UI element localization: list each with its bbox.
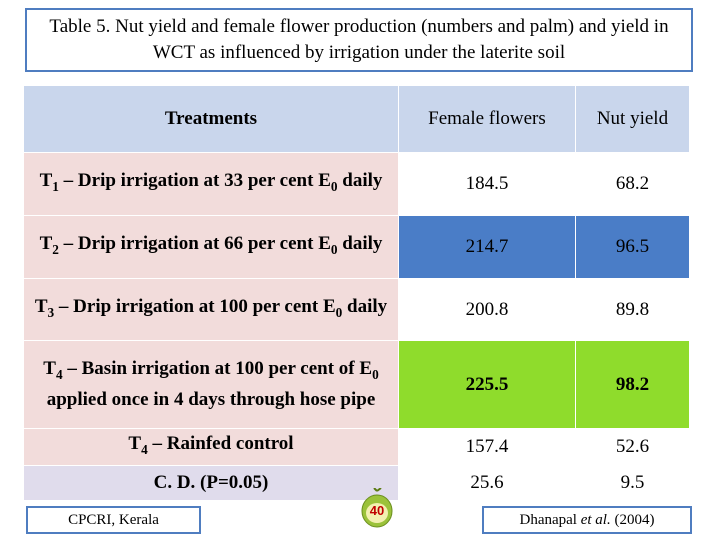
text-part: daily <box>342 295 388 317</box>
text-part: – Drip irrigation at 33 per cent E <box>58 170 331 192</box>
subscript: 0 <box>330 178 338 194</box>
table-row: T3 – Drip irrigation at 100 per cent E0 … <box>23 278 691 341</box>
subscript: 0 <box>335 304 343 320</box>
subscript: 4 <box>141 441 148 457</box>
value-cell: 89.8 <box>574 278 691 341</box>
text-part: T <box>34 295 48 317</box>
page-number: 40 <box>369 503 385 518</box>
value-cell: 225.5 <box>398 340 576 429</box>
table-row: T1 – Drip irrigation at 33 per cent E0 d… <box>23 152 691 216</box>
value-cell: 96.5 <box>574 215 691 279</box>
text-part: T <box>39 170 53 192</box>
data-table: Treatments Female flowers Nut yield T1 – Dr… <box>23 85 691 501</box>
value-cell: 98.2 <box>574 340 691 429</box>
text-part: Dhanapal <box>519 512 581 528</box>
text-part: – Basin irrigation at 100 per cent of E <box>62 357 373 379</box>
text-part: applied once in 4 days through hose pipe <box>46 389 376 411</box>
treatment-cell: T4 – Rainfed control <box>23 428 399 466</box>
header-cell: Female flowers <box>398 85 576 153</box>
table-row: C. D. (P=0.05) 25.6 9.5 <box>23 465 691 501</box>
text-part: T <box>43 357 56 379</box>
title: Table 5. Nut yield and female flower pro… <box>25 8 693 72</box>
subscript: 3 <box>47 304 55 320</box>
table-row: T4 – Basin irrigation at 100 per cent of… <box>23 340 691 429</box>
treatment-cell: C. D. (P=0.05) <box>23 465 399 501</box>
header-cell: Treatments <box>23 85 399 153</box>
text-part: daily <box>337 233 383 255</box>
text-part: daily <box>337 170 383 192</box>
text-part: T <box>128 433 142 455</box>
text-part: – Rainfed control <box>147 433 294 455</box>
text-part: C. D. (P=0.05) <box>153 472 269 493</box>
treatment-cell: T3 – Drip irrigation at 100 per cent E0 … <box>23 278 399 341</box>
value-cell: 157.4 <box>398 428 576 466</box>
footer-right: Dhanapal et al. (2004) <box>482 506 692 534</box>
treatment-cell: T4 – Basin irrigation at 100 per cent of… <box>23 340 399 429</box>
text-part: (2004) <box>610 512 655 528</box>
table-row: T2 – Drip irrigation at 66 per cent E0 d… <box>23 215 691 279</box>
treatment-cell: T1 – Drip irrigation at 33 per cent E0 d… <box>23 152 399 216</box>
text-part: – Drip irrigation at 66 per cent E <box>58 233 331 255</box>
value-cell: 68.2 <box>574 152 691 216</box>
text-part: T <box>39 233 53 255</box>
footer-left: CPCRI, Kerala <box>26 506 201 534</box>
nut-icon <box>361 488 393 528</box>
value-cell: 200.8 <box>398 278 576 341</box>
value-cell: 25.6 <box>398 465 576 501</box>
italic-part: et al. <box>580 512 611 528</box>
subscript: 4 <box>55 366 63 382</box>
subscript: 0 <box>372 366 379 382</box>
value-cell: 52.6 <box>574 428 691 466</box>
treatment-cell: T2 – Drip irrigation at 66 per cent E0 d… <box>23 215 399 279</box>
subscript: 2 <box>52 241 59 257</box>
header-cell: Nut yield <box>574 85 691 153</box>
value-cell: 9.5 <box>574 465 691 501</box>
text-part: – Drip irrigation at 100 per cent E <box>54 295 336 317</box>
value-cell: 214.7 <box>398 215 576 279</box>
subscript: 1 <box>52 178 59 194</box>
value-cell: 184.5 <box>398 152 576 216</box>
table-row: T4 – Rainfed control 157.4 52.6 <box>23 428 691 466</box>
subscript: 0 <box>330 241 338 257</box>
header-row: Treatments Female flowers Nut yield <box>23 85 691 153</box>
